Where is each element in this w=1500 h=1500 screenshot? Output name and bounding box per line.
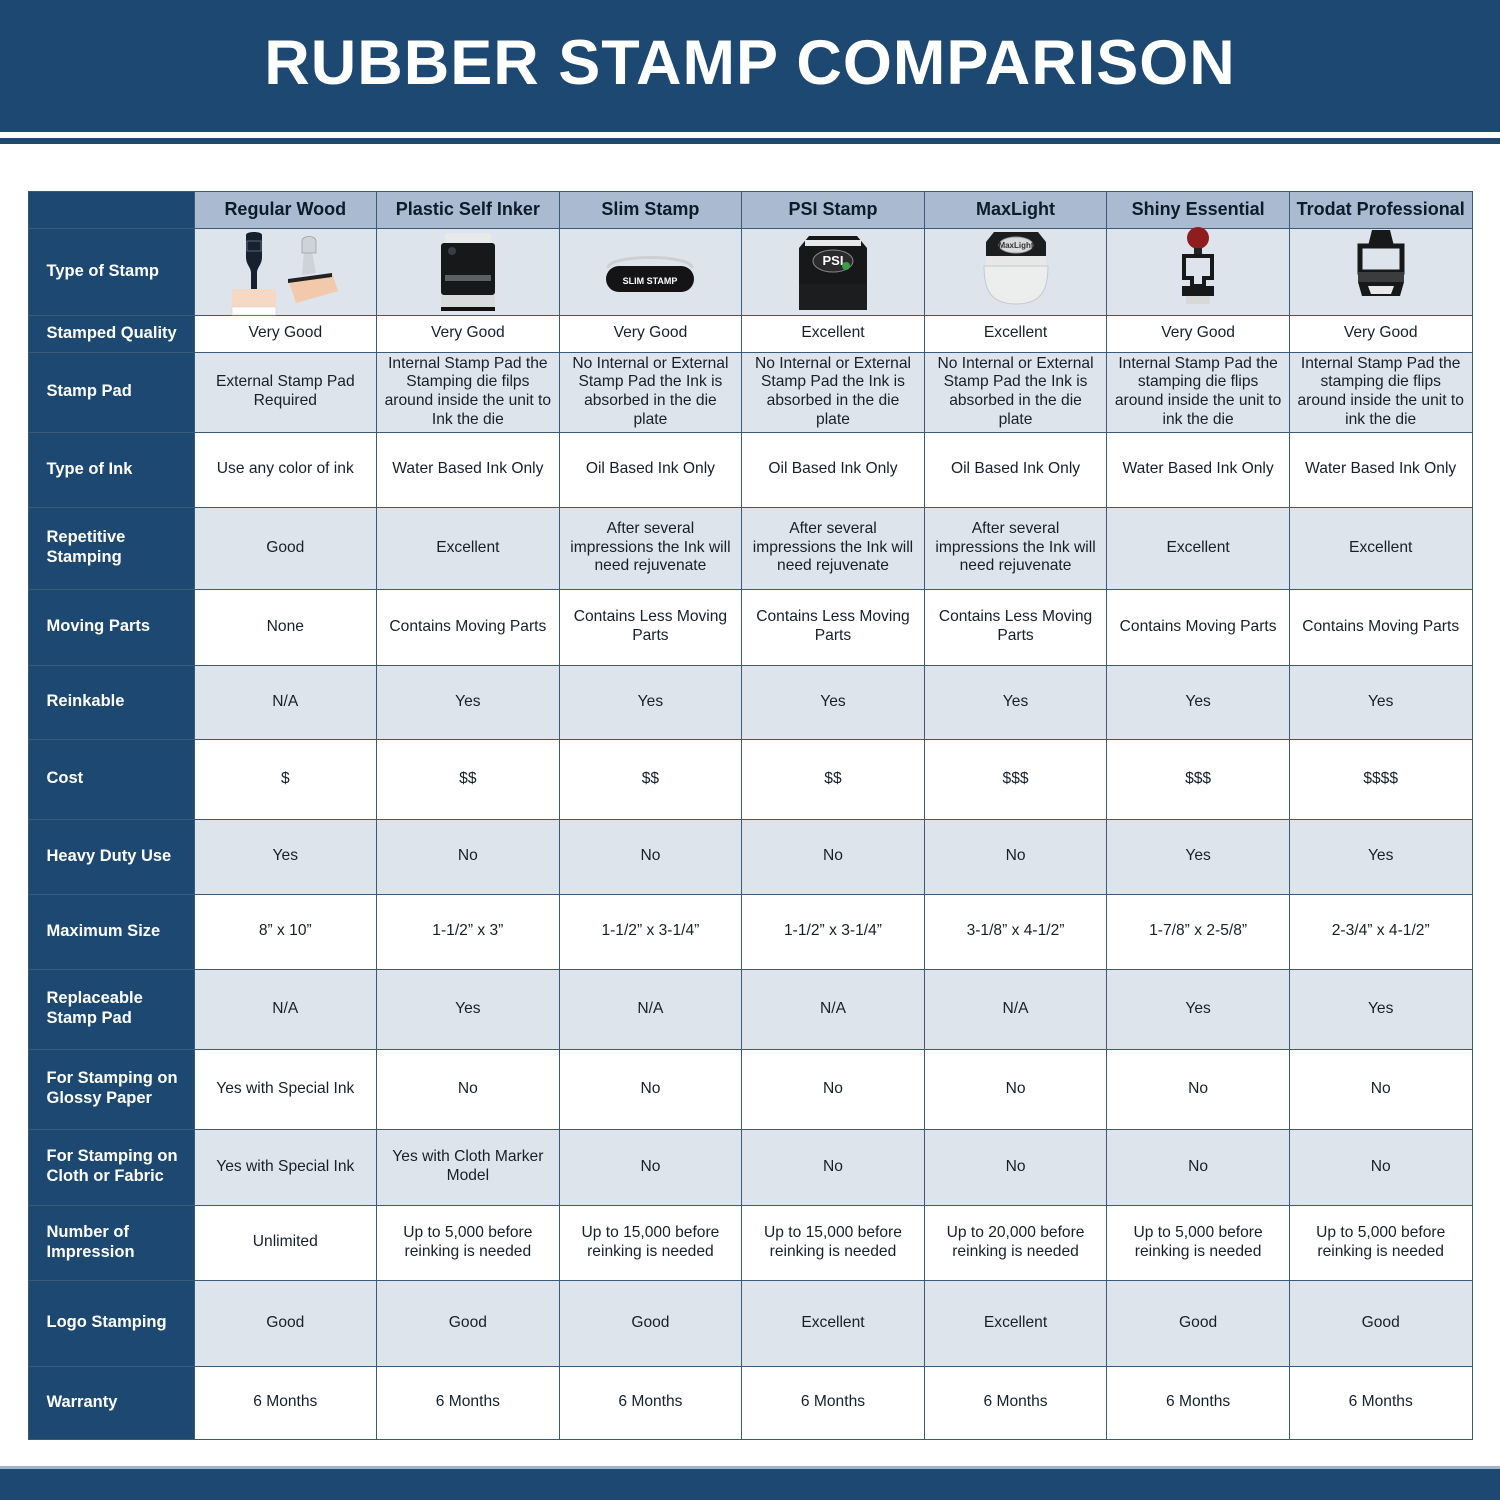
svg-text:SLIM STAMP: SLIM STAMP [623,276,678,286]
svg-text:PSI: PSI [822,253,843,268]
svg-text:MaxLight: MaxLight [998,241,1033,250]
